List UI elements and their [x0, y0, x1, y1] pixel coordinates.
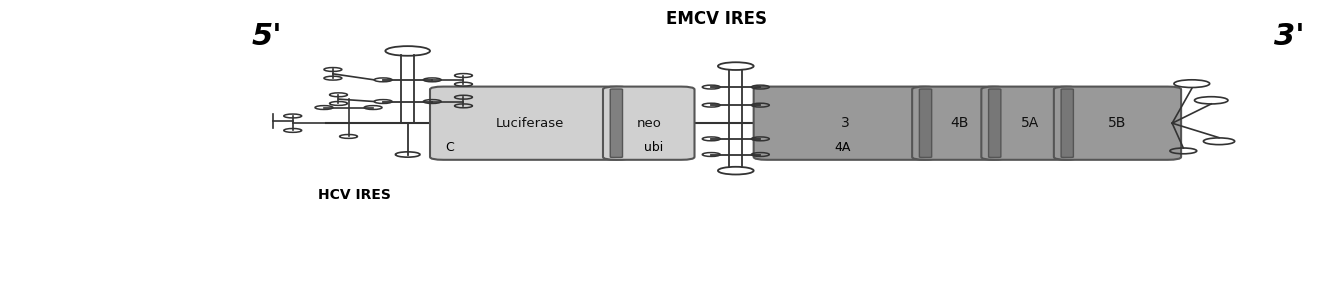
- FancyBboxPatch shape: [754, 87, 937, 160]
- FancyBboxPatch shape: [912, 87, 1006, 160]
- Text: 3': 3': [1275, 22, 1306, 51]
- FancyBboxPatch shape: [920, 89, 932, 157]
- FancyBboxPatch shape: [1060, 89, 1074, 157]
- FancyBboxPatch shape: [430, 87, 629, 160]
- FancyBboxPatch shape: [611, 89, 623, 157]
- FancyBboxPatch shape: [1054, 87, 1181, 160]
- Text: 5B: 5B: [1109, 116, 1126, 130]
- Text: 5': 5': [252, 22, 283, 51]
- Text: 3: 3: [841, 116, 849, 130]
- Text: 4B: 4B: [949, 116, 968, 130]
- Text: Luciferase: Luciferase: [495, 117, 564, 130]
- Text: 4A: 4A: [834, 141, 852, 154]
- FancyBboxPatch shape: [988, 89, 1000, 157]
- FancyBboxPatch shape: [981, 87, 1078, 160]
- FancyBboxPatch shape: [603, 87, 695, 160]
- Text: C: C: [446, 141, 454, 154]
- Text: neo: neo: [636, 117, 661, 130]
- Text: HCV IRES: HCV IRES: [317, 188, 391, 202]
- Text: EMCV IRES: EMCV IRES: [0, 295, 51, 296]
- Text: EMCV IRES: EMCV IRES: [667, 10, 767, 28]
- Text: 5A: 5A: [1020, 116, 1039, 130]
- Text: ubi: ubi: [644, 141, 663, 154]
